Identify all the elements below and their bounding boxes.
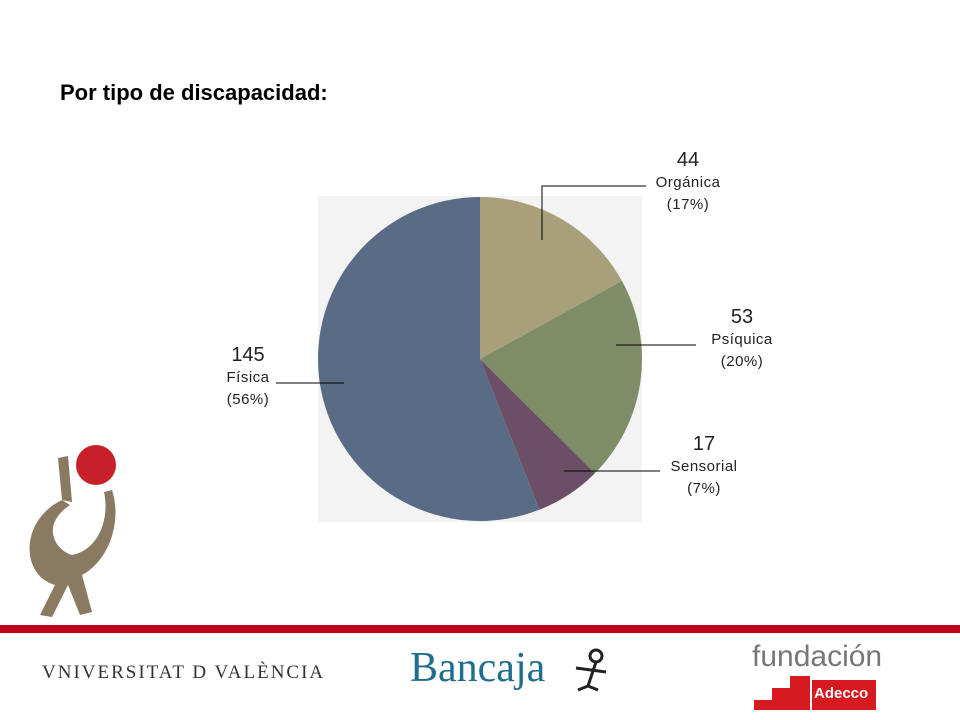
slice-name-organica: Orgánica xyxy=(655,174,721,191)
globe-icon xyxy=(76,445,116,485)
bancaja-emblem-icon xyxy=(575,648,607,692)
figure-arm xyxy=(58,456,72,502)
adecco-logo-box xyxy=(812,680,876,710)
figure-illustration xyxy=(29,445,116,617)
slice-value-psiquica: 53 xyxy=(730,306,754,328)
pie-chart xyxy=(29,185,696,617)
slice-value-fisica: 145 xyxy=(231,344,265,366)
slice-label-psiquica: 53 Psíquica (20%) xyxy=(694,305,790,373)
pie-slice-sensorial xyxy=(480,359,595,510)
pie-slice-psiquica xyxy=(480,280,642,474)
slice-label-organica: 44 Orgánica (17%) xyxy=(640,148,736,216)
figure-silhouette xyxy=(29,490,116,617)
slice-value-organica: 44 xyxy=(676,149,700,171)
slice-label-sensorial: 17 Sensorial (7%) xyxy=(656,432,752,500)
universitat-valencia-logo: VNIVERSITAT D VALÈNCIA xyxy=(42,662,326,683)
slice-label-fisica: 145 Física (56%) xyxy=(200,343,296,411)
page-title: Por tipo de discapacidad: xyxy=(60,80,328,105)
slice-percent-sensorial: (7%) xyxy=(687,480,721,497)
leader-line-organica xyxy=(541,185,646,240)
slice-percent-psiquica: (20%) xyxy=(720,353,764,370)
slice-name-psiquica: Psíquica xyxy=(711,331,773,348)
adecco-steps-icon xyxy=(754,676,810,710)
slice-name-sensorial: Sensorial xyxy=(670,458,738,475)
slice-value-sensorial: 17 xyxy=(692,433,716,455)
bancaja-logo: Bancaja xyxy=(410,645,546,691)
slice-percent-organica: (17%) xyxy=(666,196,710,213)
fundacion-logo: fundación xyxy=(752,640,883,673)
slice-name-fisica: Física xyxy=(226,369,270,386)
footer-accent-line xyxy=(0,625,960,633)
pie-slice-organica xyxy=(480,197,622,359)
slice-percent-fisica: (56%) xyxy=(226,391,270,408)
pie-slice-fisica xyxy=(317,197,540,522)
adecco-logo: Adecco xyxy=(814,685,869,702)
